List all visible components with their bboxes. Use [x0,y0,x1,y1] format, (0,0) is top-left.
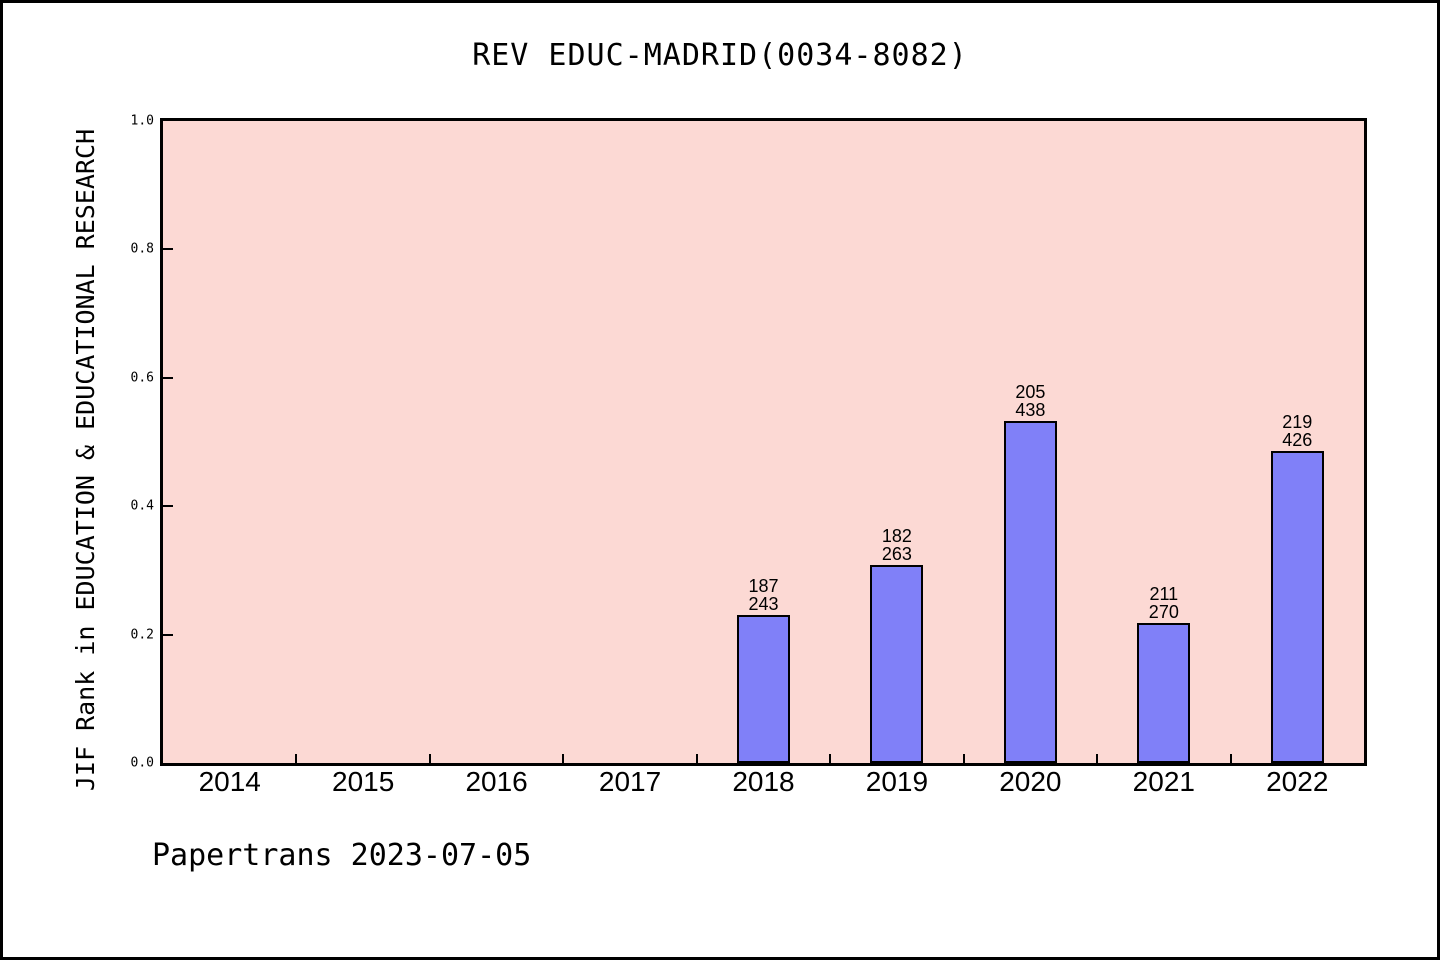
bar-value-label-2022: 219 426 [1282,412,1313,450]
y-tick-label: 0.8 [130,241,154,257]
bar-value-label-2018: 187 243 [748,576,779,614]
x-tick-mark [829,754,831,763]
x-tick-label-2019: 2019 [865,766,929,797]
bar-value-label-2021: 211 270 [1148,584,1179,622]
x-tick-label-2021: 2021 [1132,766,1195,797]
y-axis-label: JIF Rank in EDUCATION & EDUCATIONAL RESE… [71,128,100,792]
y-tick-label: 0.6 [130,370,154,386]
y-tick-mark [163,505,173,507]
x-tick-mark [696,754,698,763]
x-tick-label-2020: 2020 [999,766,1062,797]
chart-title: REV EDUC-MADRID(0034-8082) [472,38,968,73]
bar-value-label-2020: 205 438 [1015,382,1046,420]
x-tick-label-2022: 2022 [1266,766,1329,797]
y-tick-mark [163,634,173,636]
bar-2022 [1271,451,1324,763]
watermark-text: Papertrans 2023-07-05 [152,838,532,873]
y-tick-mark [163,377,173,379]
x-tick-mark [963,754,965,763]
x-tick-mark [1230,754,1232,763]
x-tick-label-2017: 2017 [598,766,662,797]
x-tick-mark [429,754,431,763]
x-tick-label-2016: 2016 [465,766,528,797]
x-tick-label-2014: 2014 [198,766,261,797]
x-tick-mark [1096,754,1098,763]
bar-value-label-2019: 182 263 [881,526,912,564]
y-tick-mark [163,248,173,250]
bar-2020 [1004,421,1057,763]
bar-2018 [737,615,790,763]
bar-2021 [1137,623,1190,763]
x-tick-mark [295,754,297,763]
x-tick-label-2015: 2015 [332,766,395,797]
y-tick-label: 0.0 [130,755,154,771]
plot-area: 187 243 182 263 205 438 211 270 219 426 [160,118,1367,766]
y-tick-label: 0.4 [130,498,154,514]
y-tick-label: 1.0 [130,113,154,129]
y-tick-label: 0.2 [130,627,154,643]
x-tick-label-2018: 2018 [732,766,795,797]
x-tick-mark [562,754,564,763]
bar-2019 [870,565,923,763]
